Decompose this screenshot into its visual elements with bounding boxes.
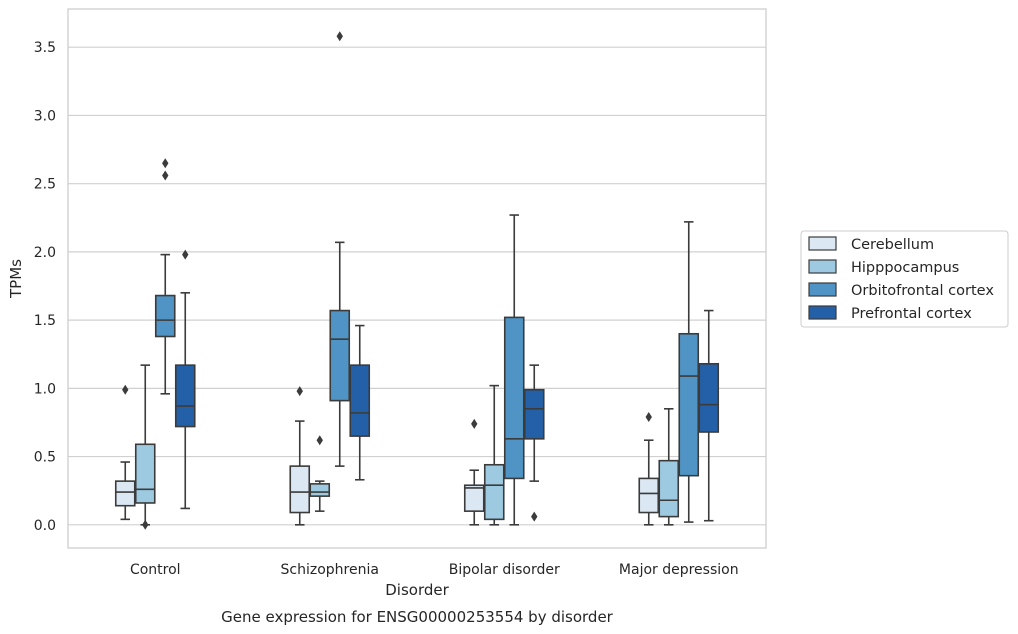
x-tick-label: Major depression <box>619 562 739 578</box>
box-prefrontal-cortex <box>349 324 371 481</box>
legend: Cerebellum Hipppocampus Orbitofrontal cort… <box>800 230 1009 328</box>
box-iqr <box>503 316 525 480</box>
box-hipppocampus <box>309 435 331 512</box>
box-iqr <box>523 388 545 440</box>
legend-label: Orbitofrontal cortex <box>851 283 994 299</box>
box-iqr <box>134 443 156 504</box>
legend-frame <box>800 230 1009 328</box>
box-iqr <box>658 459 680 518</box>
box-prefrontal-cortex <box>523 364 545 522</box>
box-prefrontal-cortex <box>698 309 720 522</box>
box-orbitofrontal-cortex <box>678 221 700 523</box>
outlier-point <box>645 412 652 423</box>
chart-title: Gene expression for ENSG00000253554 by d… <box>221 608 614 626</box>
box-orbitofrontal-cortex <box>329 31 351 467</box>
box-iqr <box>638 477 660 514</box>
outlier-point <box>142 519 149 530</box>
y-tick-label: 0.5 <box>34 450 56 466</box>
outlier-point <box>296 386 303 397</box>
box-iqr <box>289 465 311 514</box>
box-iqr <box>349 364 371 437</box>
y-tick-label: 3.5 <box>34 40 56 56</box>
box-hipppocampus <box>658 408 680 526</box>
legend-label: Cerebellum <box>851 237 934 253</box>
x-axis-label: Disorder <box>385 581 449 599</box>
outlier-point <box>336 31 343 42</box>
y-axis-label: TPMs <box>7 259 25 299</box>
outlier-point <box>182 249 189 260</box>
box-prefrontal-cortex <box>174 249 196 510</box>
grid-lines <box>68 46 766 526</box>
box-cerebellum <box>289 386 311 526</box>
outlier-point <box>162 170 169 181</box>
box-iqr <box>463 484 485 512</box>
x-tick-label: Control <box>130 562 181 578</box>
box-cerebellum <box>638 412 660 526</box>
y-tick-labels: 0.0 0.5 1.0 1.5 2.0 2.5 3.0 3.5 <box>34 40 56 534</box>
y-tick-label: 1.0 <box>34 381 56 397</box>
box-hipppocampus <box>134 364 156 530</box>
outlier-point <box>162 158 169 169</box>
outlier-point <box>471 418 478 429</box>
legend-swatch <box>808 236 837 251</box>
y-tick-label: 0.0 <box>34 518 56 534</box>
y-tick-label: 1.5 <box>34 313 56 329</box>
box-iqr <box>114 480 136 507</box>
legend-label: Hipppocampus <box>851 260 959 276</box>
box-orbitofrontal-cortex <box>503 214 525 526</box>
y-tick-label: 3.0 <box>34 108 56 124</box>
box-cerebellum <box>114 384 136 521</box>
box-cerebellum <box>463 418 485 526</box>
box-iqr <box>309 483 331 497</box>
box-iqr <box>154 294 176 338</box>
x-tick-label: Schizophrenia <box>281 562 379 578</box>
x-tick-label: Bipolar disorder <box>449 562 560 578</box>
box-iqr <box>483 463 505 521</box>
plot-frame <box>67 8 767 549</box>
outlier-point <box>122 384 129 395</box>
outlier-point <box>316 435 323 446</box>
legend-label: Prefrontal cortex <box>851 306 972 322</box>
y-tick-label: 2.0 <box>34 245 56 261</box>
x-tick-labels: Control Schizophrenia Bipolar disorder Majo… <box>130 562 739 578</box>
box-hipppocampus <box>483 384 505 526</box>
legend-swatch <box>808 259 837 274</box>
box-iqr <box>174 364 196 428</box>
box-orbitofrontal-cortex <box>154 158 176 395</box>
outlier-point <box>531 511 538 522</box>
box-iqr <box>678 332 700 477</box>
legend-swatch <box>808 282 837 297</box>
box-iqr <box>329 309 351 402</box>
y-tick-label: 2.5 <box>34 177 56 193</box>
box-iqr <box>698 362 720 433</box>
box-plot-marks <box>114 31 720 530</box>
legend-swatch <box>808 305 837 320</box>
